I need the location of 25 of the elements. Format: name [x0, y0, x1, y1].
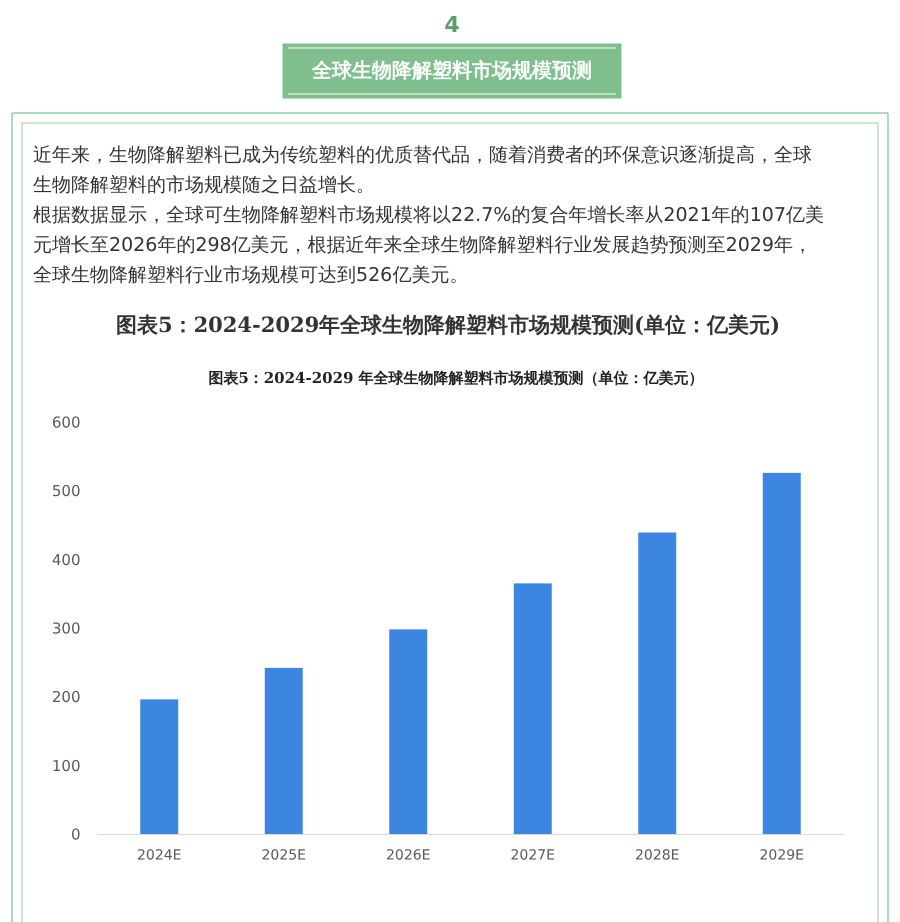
- bar: [264, 668, 303, 834]
- x-tick-label: 2028E: [635, 848, 680, 864]
- x-tick-label: 2026E: [386, 848, 430, 864]
- text: 根据数据显示，全球可生物降解塑料市场规模将以22.7%的复合年增长率从2021年的107亿美元增长至2026年的298亿美元，根据近年来全球生物降解塑料行业发展趋势预测至2029年，全球生物降解塑料行业市场规模可达到526亿美元。: [33, 204, 824, 286]
- y-tick-label: 500: [52, 482, 80, 500]
- y-tick-label: 400: [52, 550, 80, 569]
- text: 4: [444, 13, 460, 38]
- bar: [389, 629, 428, 834]
- y-tick-label: 0: [70, 826, 80, 844]
- x-tick-label: 2025E: [262, 848, 306, 864]
- text: 全球生物降解塑料市场规模预测: [311, 58, 592, 82]
- bar: [514, 583, 552, 834]
- y-tick-label: 300: [52, 620, 80, 638]
- x-tick-label: 2027E: [510, 848, 555, 864]
- y-tick-label: 600: [52, 414, 80, 432]
- x-tick-label: 2029E: [760, 848, 804, 864]
- chart-title: 图表5：2024-2029年全球生物降解塑料市场规模预测(单位：亿美元): [116, 312, 780, 337]
- bar: [762, 472, 801, 834]
- y-tick-label: 200: [52, 688, 80, 706]
- text: 近年来，生物降解塑料已成为传统塑料的优质替代品，随着消费者的环保意识逐渐提高，全球生物降解塑料的市场规模随之日益增长。: [33, 144, 812, 196]
- bar: [638, 532, 676, 834]
- x-tick-label: 2024E: [137, 848, 182, 864]
- chart-subtitle: 图表5：2024-2029 年全球生物降解塑料市场规模预测（单位：亿美元）: [208, 369, 704, 387]
- bar: [140, 699, 178, 834]
- y-tick-label: 100: [52, 756, 80, 775]
